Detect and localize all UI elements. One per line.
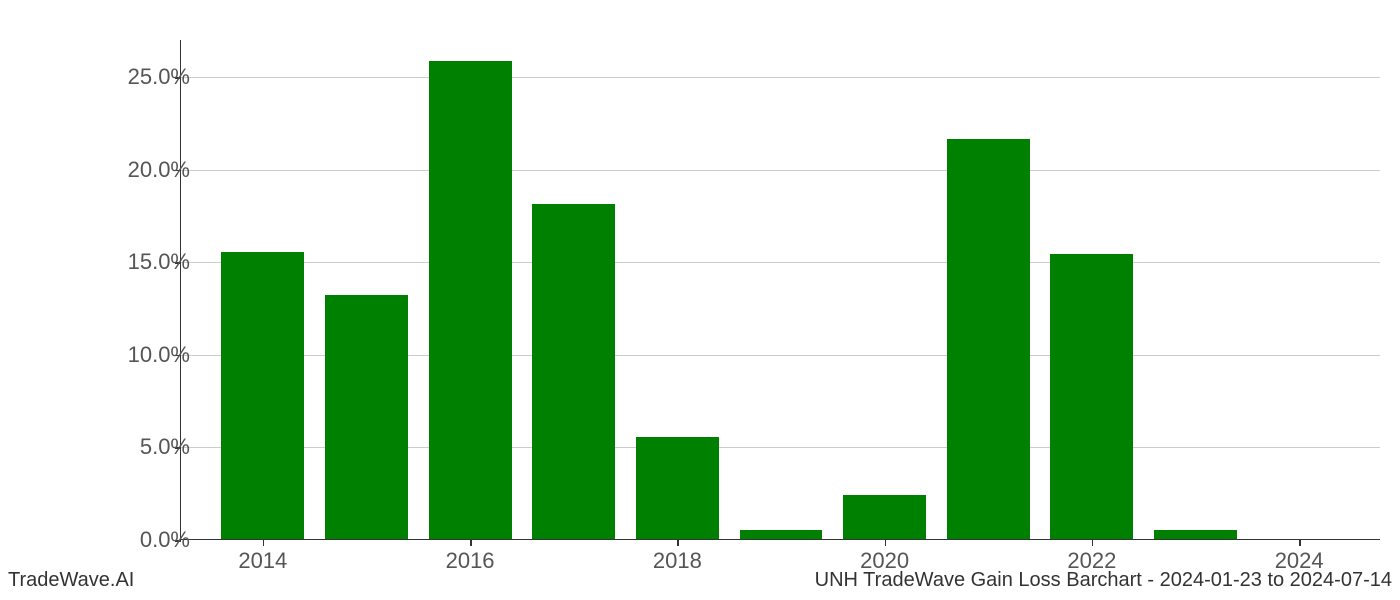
x-tick-mark bbox=[1299, 540, 1301, 546]
y-tick-label: 15.0% bbox=[90, 249, 190, 275]
x-tick-mark bbox=[470, 540, 472, 546]
bar bbox=[843, 495, 926, 539]
x-tick-label: 2018 bbox=[653, 548, 702, 574]
bar bbox=[1050, 254, 1133, 539]
bar bbox=[636, 437, 719, 539]
y-tick-label: 10.0% bbox=[90, 342, 190, 368]
bar bbox=[221, 252, 304, 539]
bar bbox=[947, 139, 1030, 539]
x-tick-mark bbox=[1092, 540, 1094, 546]
bar bbox=[325, 295, 408, 539]
y-tick-label: 5.0% bbox=[90, 434, 190, 460]
gridline bbox=[181, 262, 1380, 263]
x-tick-mark bbox=[263, 540, 265, 546]
x-tick-mark bbox=[885, 540, 887, 546]
footer-right-text: UNH TradeWave Gain Loss Barchart - 2024-… bbox=[815, 569, 1392, 592]
plot-area: 201420162018202020222024 bbox=[180, 40, 1380, 540]
chart-container: 201420162018202020222024 bbox=[180, 40, 1380, 540]
bar bbox=[740, 530, 823, 539]
gridline bbox=[181, 77, 1380, 78]
y-tick-label: 25.0% bbox=[90, 64, 190, 90]
y-tick-label: 0.0% bbox=[90, 527, 190, 553]
gridline bbox=[181, 170, 1380, 171]
x-tick-label: 2014 bbox=[238, 548, 287, 574]
bar bbox=[532, 204, 615, 539]
x-tick-mark bbox=[677, 540, 679, 546]
footer-left-text: TradeWave.AI bbox=[8, 569, 134, 592]
y-tick-label: 20.0% bbox=[90, 157, 190, 183]
bar bbox=[429, 61, 512, 539]
bar bbox=[1154, 530, 1237, 539]
x-tick-label: 2016 bbox=[446, 548, 495, 574]
